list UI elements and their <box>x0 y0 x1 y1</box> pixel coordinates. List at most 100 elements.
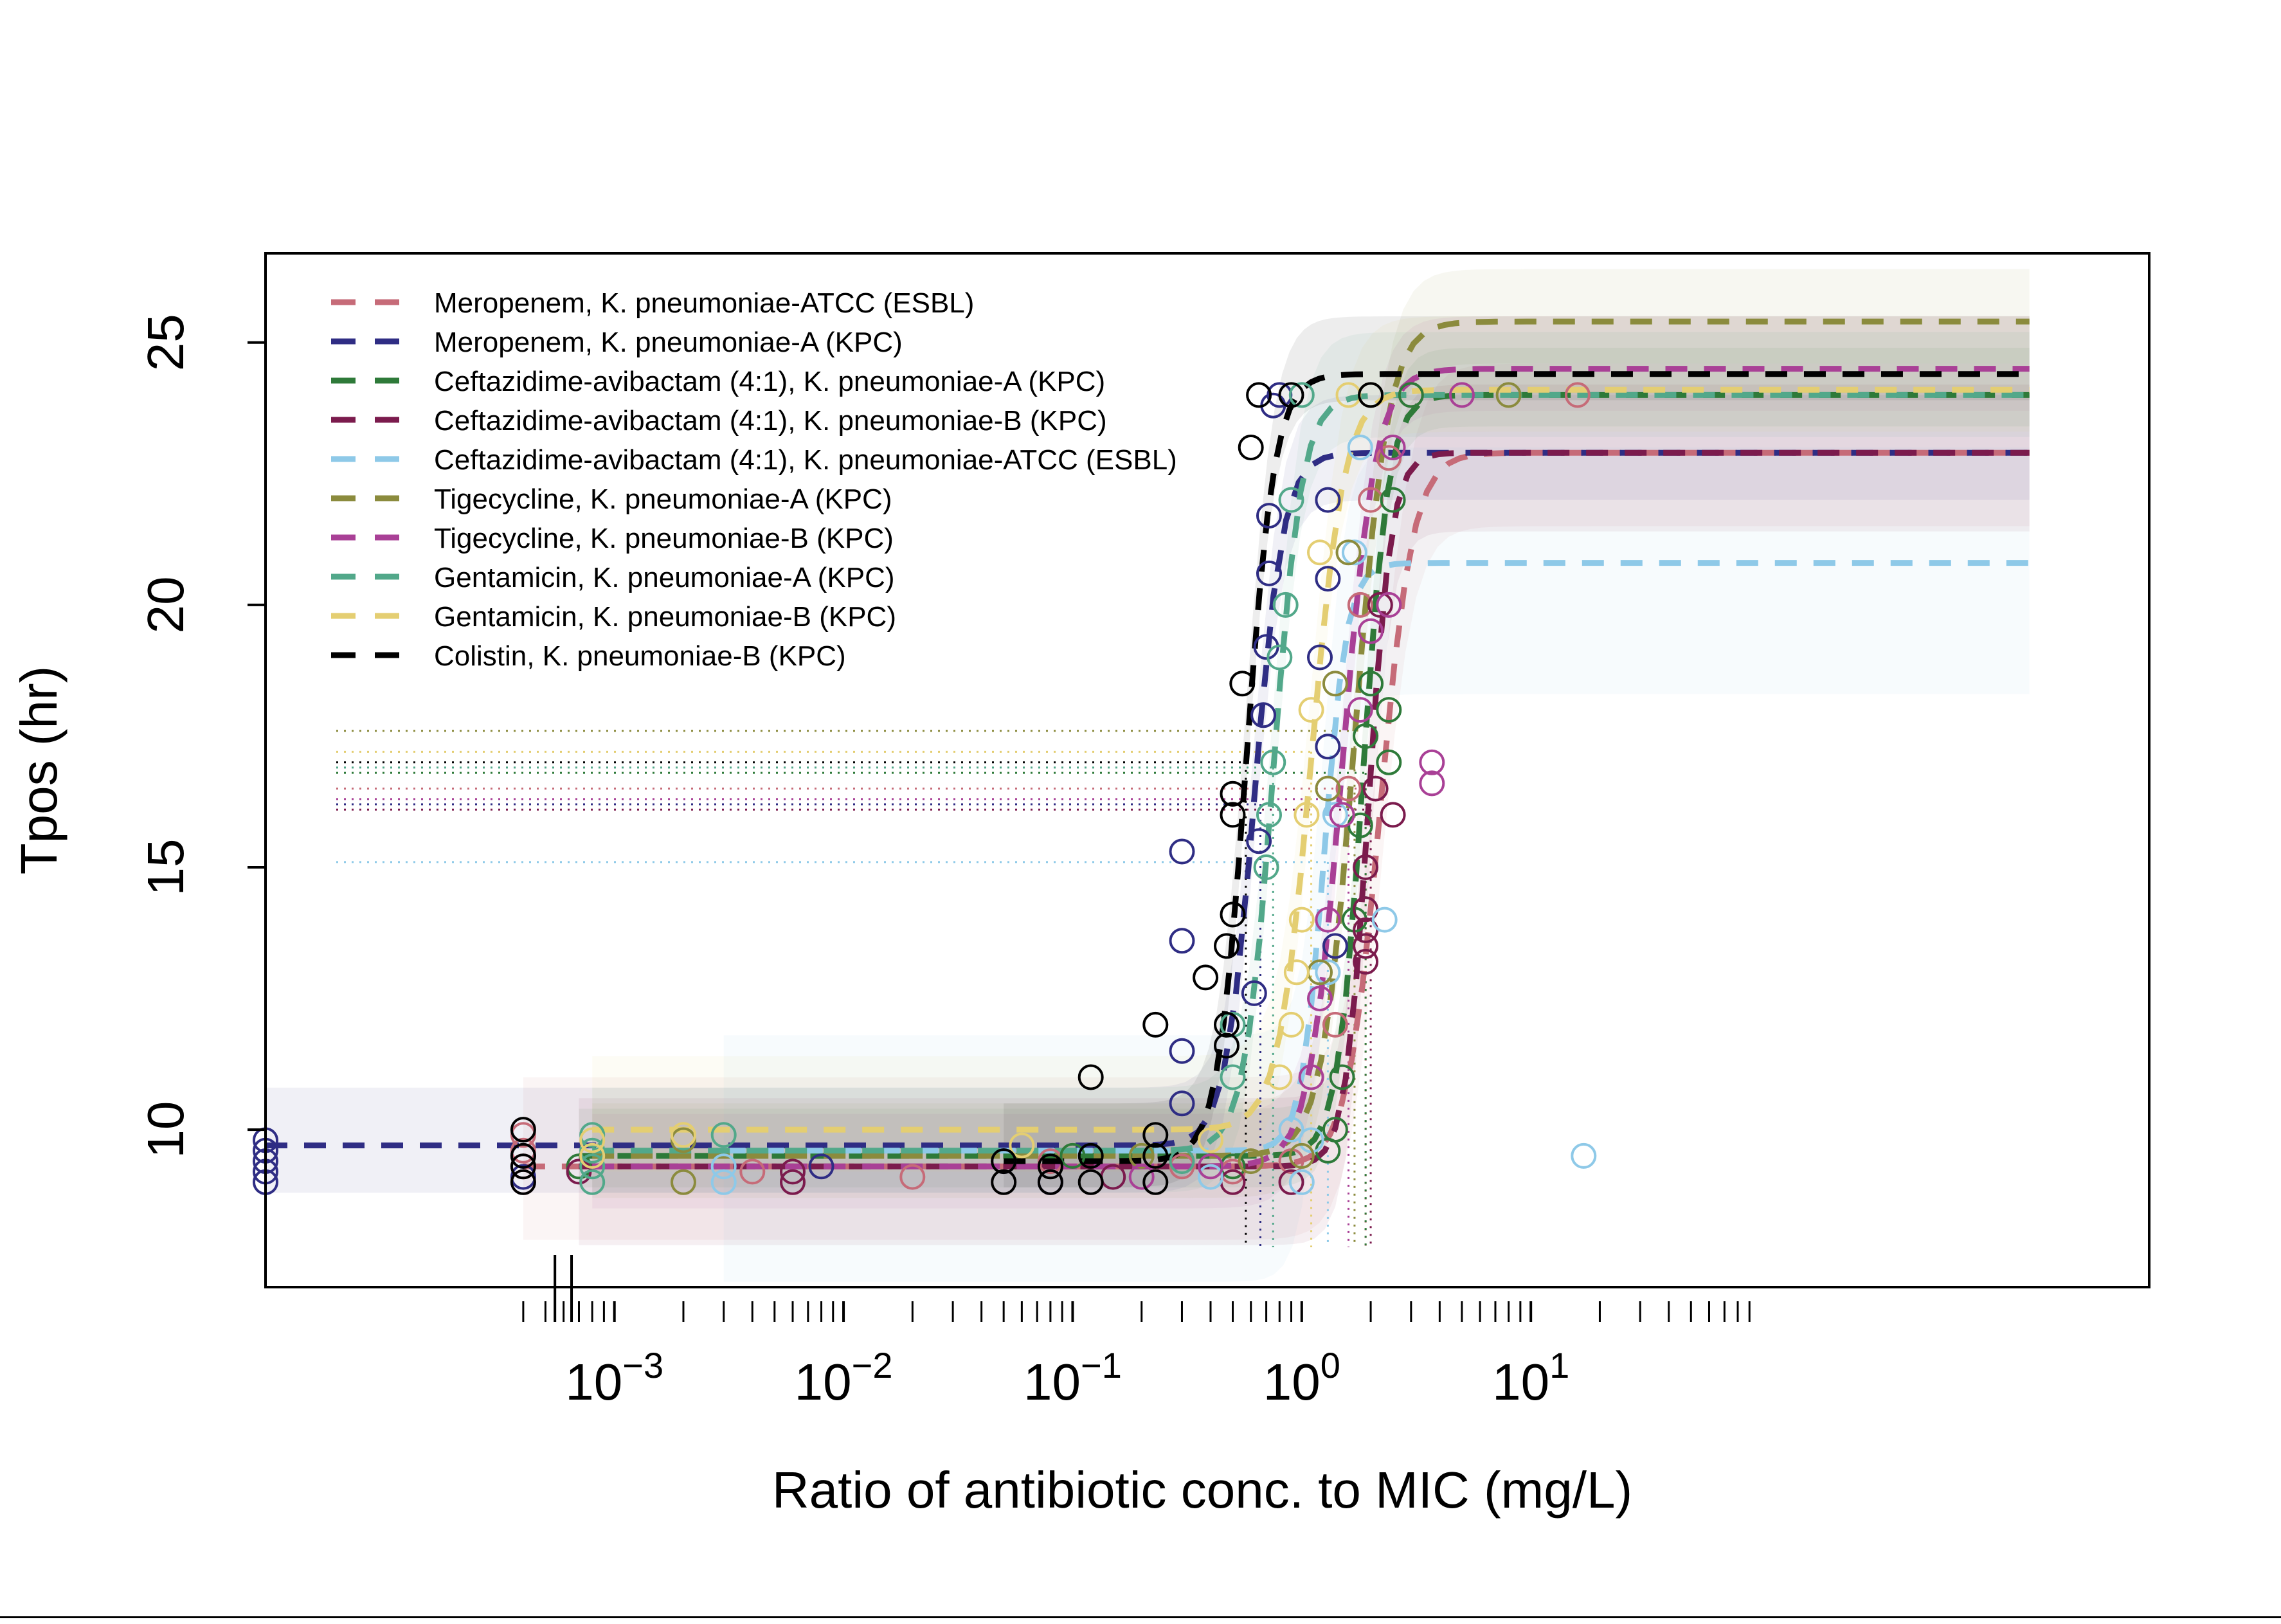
point-series-5-12 <box>1571 1142 1597 1169</box>
point-series-6-7 <box>1315 775 1341 802</box>
point-series-1-12 <box>1335 775 1362 802</box>
legend-label-10: Colistin, K. pneumoniae-B (KPC) <box>434 640 846 672</box>
point-series-8-14 <box>1278 487 1304 513</box>
x-tick-label-3: 10−1 <box>1023 1345 1122 1411</box>
x-tick-label-4: 100 <box>1263 1345 1340 1411</box>
curve-series-9 <box>592 386 2030 1133</box>
point-series-8-11 <box>1260 749 1286 775</box>
x-axis: 10−3 10−2 10−1 100 101 <box>522 1255 1751 1411</box>
point-series-9-5 <box>1198 1127 1223 1153</box>
point-series-3-5 <box>1322 1117 1348 1143</box>
legend-label-1: Meropenem, K. pneumoniae-ATCC (ESBL) <box>434 287 974 319</box>
point-series-10-11 <box>1077 1064 1104 1090</box>
point-series-7-3 <box>1198 1153 1223 1180</box>
point-series-5-1 <box>710 1169 737 1195</box>
point-series-3-9 <box>1353 723 1379 749</box>
band-series-9 <box>592 316 2030 1172</box>
point-series-4-10 <box>1353 896 1379 923</box>
point-series-7-6 <box>1315 907 1341 933</box>
point-series-4-6 <box>1278 1169 1304 1195</box>
point-series-8-7 <box>1220 1064 1246 1090</box>
point-series-10-6 <box>991 1148 1017 1175</box>
point-series-7-7 <box>1329 802 1355 828</box>
point-series-9-3 <box>671 1122 696 1148</box>
point-series-10-25 <box>1246 382 1272 408</box>
point-series-3-12 <box>1376 697 1402 723</box>
point-series-5-10 <box>1347 435 1373 460</box>
point-series-4-14 <box>1380 802 1406 828</box>
point-series-9-12 <box>1307 539 1333 566</box>
point-series-10-9 <box>1077 1169 1104 1195</box>
point-series-10-13 <box>1142 1142 1169 1169</box>
point-series-2-19 <box>1256 560 1282 586</box>
point-series-8-12 <box>1267 644 1293 671</box>
band-series-8 <box>592 332 2030 1193</box>
point-series-8-10 <box>1256 802 1282 828</box>
point-series-5-11 <box>1371 907 1398 933</box>
point-series-10-24 <box>1238 435 1264 460</box>
legend-label-8: Gentamicin, K. pneumoniae-A (KPC) <box>434 562 895 593</box>
point-series-7-10 <box>1376 591 1402 618</box>
point-series-10-26 <box>1278 382 1304 408</box>
y-tick-label-15: 15 <box>137 839 194 896</box>
point-series-9-10 <box>1294 802 1320 828</box>
point-series-2-12 <box>1169 1038 1195 1064</box>
point-series-8-6 <box>1169 1148 1195 1175</box>
point-series-8-13 <box>1272 591 1299 618</box>
point-series-2-25 <box>1315 487 1341 513</box>
point-series-1-13 <box>1347 591 1373 618</box>
point-series-10-20 <box>1220 901 1246 928</box>
band-series-2 <box>266 395 2030 1193</box>
point-series-10-15 <box>1142 1011 1169 1038</box>
point-series-3-13 <box>1380 487 1406 513</box>
point-series-10-10 <box>1077 1142 1104 1169</box>
point-series-2-24 <box>1315 566 1341 592</box>
point-series-5-8 <box>1322 802 1348 828</box>
y-axis-title: Tpos (hr) <box>10 666 68 875</box>
point-series-2-16 <box>1246 828 1272 854</box>
point-series-5-4 <box>1278 1117 1304 1143</box>
point-series-5-2 <box>710 1153 737 1180</box>
x-tick-label-1: 10−3 <box>565 1345 663 1411</box>
y-tick-label-10: 10 <box>137 1101 194 1159</box>
point-series-2-15 <box>1241 980 1267 1006</box>
point-series-10-7 <box>1037 1169 1063 1195</box>
curve-series-8 <box>592 392 2030 1154</box>
point-series-2-27 <box>1322 933 1348 959</box>
point-series-4-7 <box>1353 948 1379 975</box>
legend-label-2: Meropenem, K. pneumoniae-A (KPC) <box>434 327 903 358</box>
point-series-6-11 <box>1495 382 1522 408</box>
point-series-8-15 <box>1288 382 1315 408</box>
fitted-curves <box>266 318 2030 1169</box>
point-series-10-19 <box>1214 933 1240 959</box>
point-series-7-9 <box>1358 618 1384 644</box>
point-series-9-11 <box>1298 697 1324 723</box>
point-series-9-8 <box>1283 959 1310 986</box>
y-axis: 10 15 20 25 <box>137 314 266 1159</box>
point-series-3-11 <box>1376 749 1402 775</box>
point-series-2-11 <box>1169 1090 1195 1117</box>
point-series-10-18 <box>1214 1011 1240 1038</box>
legend-label-9: Gentamicin, K. pneumoniae-B (KPC) <box>434 601 896 633</box>
y-tick-label-20: 20 <box>137 576 194 633</box>
point-series-10-12 <box>1142 1169 1169 1195</box>
point-series-10-2 <box>510 1153 536 1180</box>
point-series-6-3 <box>1128 1142 1155 1169</box>
confidence-bands <box>266 269 2030 1282</box>
legend-label-6: Tigecycline, K. pneumoniae-A (KPC) <box>434 483 892 515</box>
band-series-6 <box>592 269 2030 1198</box>
point-series-3-10 <box>1358 671 1384 697</box>
point-series-2-26 <box>1315 734 1341 760</box>
point-series-10-4 <box>510 1117 536 1143</box>
band-series-10 <box>1004 316 2030 1187</box>
point-series-6-4 <box>1238 1148 1264 1175</box>
point-series-9-7 <box>1278 1011 1304 1038</box>
point-series-10-27 <box>1358 382 1384 408</box>
point-series-9-2 <box>579 1127 606 1153</box>
point-series-4-3 <box>780 1159 806 1185</box>
point-series-6-1 <box>671 1169 696 1195</box>
legend: Meropenem, K. pneumoniae-ATCC (ESBL) Mero… <box>331 287 1177 672</box>
point-series-7-11 <box>1380 435 1406 460</box>
point-series-7-12 <box>1419 770 1445 797</box>
point-series-4-2 <box>780 1169 806 1195</box>
